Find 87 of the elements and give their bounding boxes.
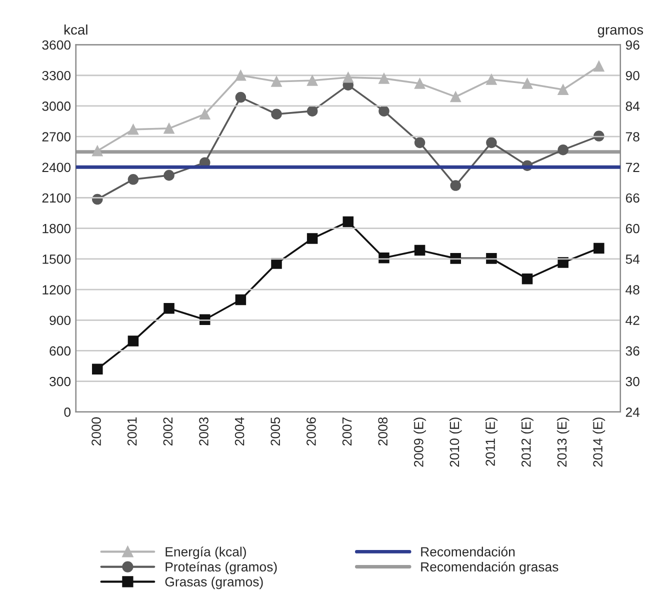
legend-label: Recomendación: [421, 546, 515, 556]
point: [306, 106, 318, 116]
legend-label: Grasas (gramos): [165, 576, 263, 590]
legend-label: Energía (kcal): [166, 546, 246, 560]
point: [235, 70, 246, 81]
point: [235, 294, 246, 306]
x-tick-label: 2010 (E): [449, 418, 462, 467]
y2-tick-label: 84: [626, 102, 640, 111]
y-tick-label: 1200: [42, 285, 71, 294]
point: [92, 145, 103, 156]
point: [558, 257, 568, 268]
legend-label: Recomendación grasas: [421, 562, 558, 574]
x-tick-label: 2006: [306, 417, 316, 446]
y-tick-label: 900: [50, 316, 71, 326]
point: [594, 242, 604, 254]
x-tick-label: 2007: [342, 417, 352, 446]
point: [450, 253, 461, 264]
point: [486, 137, 497, 148]
point: [414, 137, 426, 148]
point: [378, 73, 390, 84]
y-tick-label: 2700: [42, 132, 71, 142]
point: [342, 216, 354, 228]
y2-tick-label: 78: [626, 132, 640, 142]
x-tick-label: 2004: [234, 417, 244, 446]
y-tick-label: 1500: [42, 254, 71, 264]
point: [128, 336, 139, 346]
point: [558, 84, 568, 96]
y-tick-label: 2100: [42, 193, 71, 203]
point: [164, 123, 174, 134]
y2-axis-title: gramos: [598, 27, 644, 38]
y2-tick-label: 54: [626, 254, 640, 264]
y2-tick-label: 60: [626, 224, 640, 234]
point: [450, 91, 461, 102]
y-tick-label: 1800: [42, 224, 71, 234]
y2-tick-label: 48: [626, 285, 640, 294]
y2-tick-label: 24: [626, 407, 640, 417]
point: [128, 174, 139, 185]
x-tick-label: 2008: [378, 417, 388, 446]
point: [164, 170, 174, 181]
point: [306, 75, 318, 86]
x-tick-label: 2013 (E): [556, 418, 570, 467]
y-axis-title: kcal: [64, 24, 88, 35]
point: [271, 108, 282, 120]
point: [558, 144, 568, 156]
legend-label: Proteínas (gramos): [166, 562, 277, 574]
y2-tick-label: 42: [626, 316, 640, 325]
point: [414, 244, 426, 256]
y-tick-label: 0: [64, 407, 71, 417]
y-tick-label: 600: [50, 346, 71, 356]
point: [486, 253, 497, 264]
y2-tick-label: 36: [626, 346, 640, 356]
point: [92, 364, 103, 374]
point: [199, 108, 210, 120]
x-tick-label: 2012 (E): [521, 418, 534, 467]
x-tick-label: 2002: [163, 417, 173, 446]
point: [235, 92, 246, 103]
point: [486, 74, 497, 85]
x-tick-label: 2005: [270, 417, 280, 446]
x-tick-label: 2001: [127, 417, 137, 446]
y2-tick-label: 96: [626, 40, 640, 50]
y2-tick-label: 90: [626, 70, 640, 80]
point: [594, 60, 604, 72]
point: [522, 78, 533, 89]
point: [164, 303, 174, 314]
point: [271, 76, 282, 87]
y-tick-label: 300: [50, 376, 71, 386]
y2-tick-label: 72: [626, 162, 640, 172]
x-tick-label: 2009 (E): [414, 418, 426, 467]
point: [378, 106, 390, 116]
point: [522, 273, 533, 284]
y-tick-label: 3600: [42, 40, 71, 50]
x-tick-label: 2011 (E): [485, 418, 498, 466]
point: [306, 233, 318, 244]
point: [378, 252, 390, 264]
point: [342, 72, 354, 83]
point: [128, 124, 139, 135]
x-tick-label: 2003: [199, 417, 208, 446]
y2-tick-label: 66: [626, 193, 640, 203]
y-tick-label: 2400: [42, 162, 71, 172]
x-tick-label: 2014 (E): [592, 418, 606, 467]
point: [450, 180, 461, 191]
y-tick-label: 3000: [42, 102, 71, 111]
y2-tick-label: 30: [626, 376, 640, 386]
y-tick-label: 3300: [42, 70, 71, 80]
point: [271, 258, 282, 269]
point: [414, 78, 426, 89]
x-tick-label: 2000: [92, 417, 101, 446]
